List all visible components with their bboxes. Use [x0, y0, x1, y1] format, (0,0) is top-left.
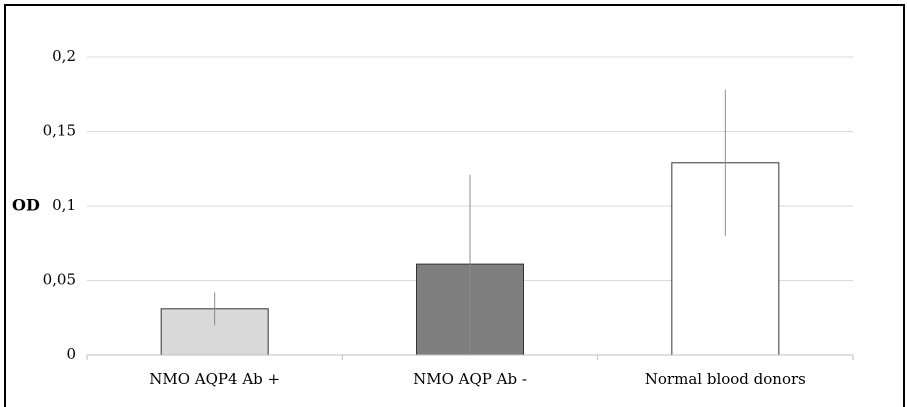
error-bars	[214, 89, 726, 355]
y-tick-label: 0,2	[52, 47, 76, 65]
category-labels: NMO AQP4 Ab + NMO AQP Ab - Normal blood do…	[149, 370, 806, 388]
y-axis: 0 0,05 0,1 0,15 0,2	[43, 47, 76, 363]
y-axis-label: OD	[12, 196, 40, 215]
y-tick-label: 0,1	[52, 196, 76, 214]
y-tick-label: 0,15	[43, 122, 76, 140]
chart-frame	[4, 4, 905, 407]
category-label: NMO AQP4 Ab +	[149, 370, 280, 388]
category-label: Normal blood donors	[645, 370, 806, 388]
y-tick-label: 0	[66, 345, 76, 363]
x-axis	[86, 354, 854, 360]
y-tick-label: 0,05	[43, 271, 76, 289]
category-label: NMO AQP Ab -	[413, 370, 527, 388]
